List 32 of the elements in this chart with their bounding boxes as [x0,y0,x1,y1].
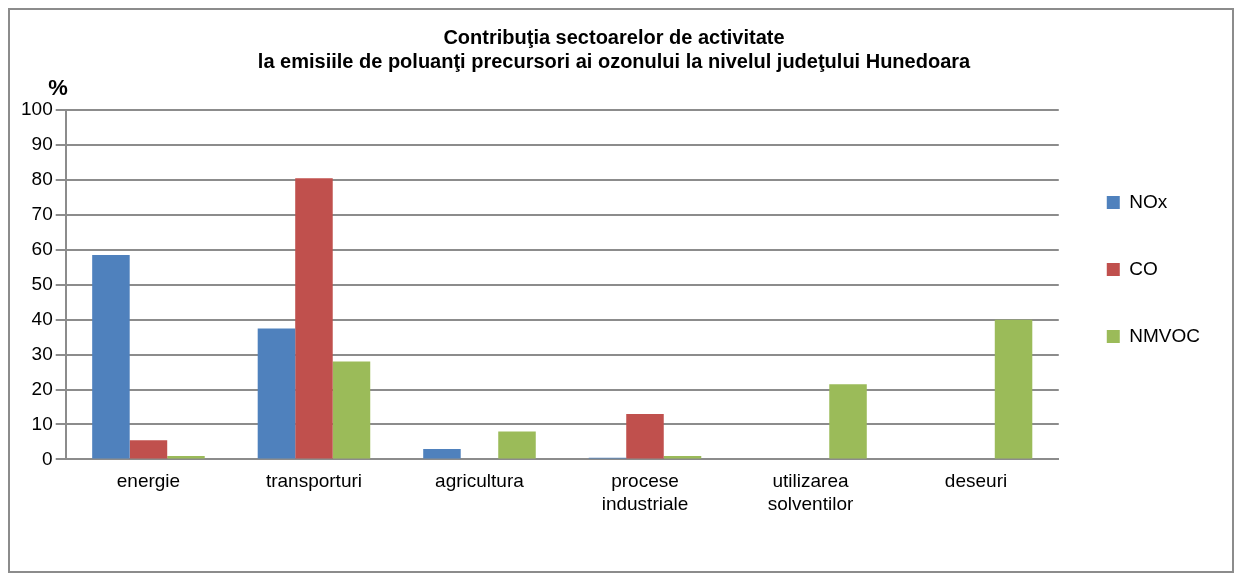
bar [257,328,296,459]
y-tick-label: 0 [42,447,53,469]
y-tick-label: 90 [31,133,53,155]
x-tick-label: deseuri [944,470,1008,492]
bar [295,178,333,459]
bar [129,440,168,459]
x-tick-label: procese industriale [601,470,689,514]
bar [626,413,664,459]
y-tick-label: 80 [31,168,53,190]
y-tick-label: 100 [21,98,53,120]
chart-title: Contribuţia sectoarelor de activitate la emisiile de poluanţi precursori ai ozonului la nivelul judeţului Hunedoara [257,25,972,72]
legend-label: CO [1129,257,1158,279]
x-tick-label: agricultura [435,470,525,492]
y-tick-label: 60 [31,237,53,259]
legend-label: NOx [1129,190,1168,212]
y-tick-label: 40 [31,307,53,329]
y-tick-label: 30 [31,342,53,364]
bar [994,319,1033,459]
x-tick-label: utilizarea solventilor [767,470,854,514]
bar [332,361,371,459]
x-tick-label: energie [116,470,181,492]
y-tick-label: 10 [31,412,53,434]
bar [829,384,867,459]
bar [498,431,536,459]
y-tick-label: 70 [31,203,53,225]
y-tick-label: 20 [31,377,53,399]
bar [92,255,130,459]
y-axis-title: % [48,75,68,101]
x-tick-label: transporturi [265,470,363,492]
y-tick-label: 50 [31,272,53,294]
bar [423,448,461,459]
legend-label: NMVOC [1129,324,1201,346]
